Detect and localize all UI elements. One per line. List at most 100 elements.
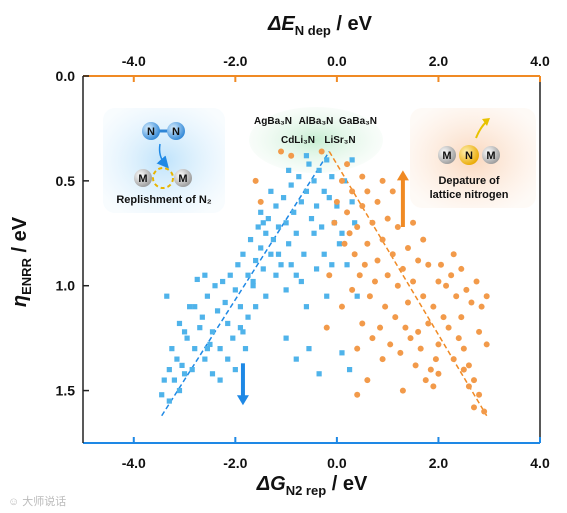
data-point-square xyxy=(308,216,315,222)
data-point-square xyxy=(283,335,289,341)
data-point-square xyxy=(227,272,233,278)
data-point-circle xyxy=(341,240,348,247)
data-point-circle xyxy=(417,345,424,352)
data-point-square xyxy=(166,367,172,373)
data-point-circle xyxy=(448,272,455,279)
data-point-square xyxy=(278,262,284,268)
data-point-square xyxy=(283,287,289,293)
data-point-square xyxy=(204,346,211,352)
data-point-circle xyxy=(415,257,422,264)
data-point-circle xyxy=(410,219,417,226)
top-tick-label: -4.0 xyxy=(122,53,146,69)
data-point-square xyxy=(334,203,340,209)
material-label: CdLi₃N xyxy=(281,135,315,146)
data-point-circle xyxy=(473,278,480,285)
data-point-square xyxy=(245,272,251,278)
data-point-square xyxy=(179,362,185,369)
material-label: AlBa₃N xyxy=(299,116,334,127)
data-point-square xyxy=(319,224,325,230)
data-point-square xyxy=(258,209,264,215)
data-point-circle xyxy=(377,324,384,331)
data-point-square xyxy=(181,329,188,335)
bottom-axis-title: ΔGN2 rep / eV xyxy=(256,473,368,498)
data-point-square xyxy=(296,174,302,180)
data-point-circle xyxy=(379,356,386,363)
data-point-circle xyxy=(420,293,427,300)
data-point-circle xyxy=(394,282,401,289)
data-point-square xyxy=(298,199,304,205)
data-point-square xyxy=(268,251,274,257)
data-point-square xyxy=(181,371,188,377)
data-point-square xyxy=(280,195,287,201)
data-point-circle xyxy=(458,314,465,321)
data-point-square xyxy=(240,329,246,335)
data-point-circle xyxy=(435,278,442,285)
data-point-square xyxy=(194,276,200,283)
data-point-circle xyxy=(455,335,462,342)
data-point-circle xyxy=(338,303,345,310)
data-point-square xyxy=(336,241,343,247)
data-point-square xyxy=(192,346,198,352)
data-point-square xyxy=(303,188,310,194)
data-point-circle xyxy=(389,251,396,258)
data-point-square xyxy=(220,278,226,285)
data-point-square xyxy=(354,293,360,299)
data-point-square xyxy=(202,272,208,278)
data-point-square xyxy=(250,283,256,289)
data-point-circle xyxy=(344,209,351,216)
data-point-circle xyxy=(354,391,361,398)
data-point-square xyxy=(199,314,205,320)
bottom-axis-sub: N2 rep xyxy=(286,483,327,498)
trend-arrow-head xyxy=(236,395,249,406)
data-point-circle xyxy=(460,366,467,373)
data-point-circle xyxy=(392,314,399,321)
data-point-square xyxy=(329,262,335,268)
data-point-square xyxy=(250,278,256,285)
data-point-square xyxy=(293,272,299,278)
data-point-square xyxy=(313,203,320,209)
bottom-tick-label: 4.0 xyxy=(530,455,550,471)
data-point-circle xyxy=(465,362,472,369)
data-point-circle xyxy=(463,286,470,293)
data-point-square xyxy=(197,325,203,331)
data-point-square xyxy=(260,220,266,226)
svg-text:M: M xyxy=(486,150,495,162)
data-point-circle xyxy=(359,173,366,180)
top-tick-label: -2.0 xyxy=(223,53,247,69)
right-caption-line2: lattice nitrogen xyxy=(430,189,509,201)
data-point-circle xyxy=(470,377,477,384)
data-point-square xyxy=(242,346,249,352)
data-point-circle xyxy=(257,198,264,205)
data-point-circle xyxy=(369,219,376,226)
data-point-circle xyxy=(443,282,450,289)
data-point-square xyxy=(161,377,167,383)
data-point-square xyxy=(253,257,259,264)
data-point-square xyxy=(263,230,269,236)
data-point-circle xyxy=(331,219,338,226)
y-tick-label: 0.5 xyxy=(56,173,76,189)
data-point-circle xyxy=(450,356,457,363)
data-point-square xyxy=(275,251,282,257)
data-point-circle xyxy=(374,257,381,264)
data-point-square xyxy=(291,209,297,215)
data-point-circle xyxy=(450,251,457,258)
data-point-square xyxy=(306,161,312,167)
data-point-square xyxy=(214,308,221,314)
data-point-square xyxy=(283,220,289,226)
data-point-square xyxy=(217,377,223,383)
data-point-circle xyxy=(354,223,361,230)
data-point-square xyxy=(176,387,183,394)
data-point-square xyxy=(159,392,165,398)
bottom-tick-label: -2.0 xyxy=(223,455,247,471)
data-point-square xyxy=(263,293,269,299)
data-point-circle xyxy=(318,148,325,155)
data-point-square xyxy=(326,195,332,201)
data-point-circle xyxy=(379,236,386,243)
data-point-circle xyxy=(425,320,432,327)
data-point-circle xyxy=(470,404,477,411)
data-point-circle xyxy=(389,188,396,195)
data-point-circle xyxy=(349,286,356,293)
data-point-square xyxy=(258,245,264,251)
data-point-circle xyxy=(364,240,371,247)
data-point-circle xyxy=(374,198,381,205)
